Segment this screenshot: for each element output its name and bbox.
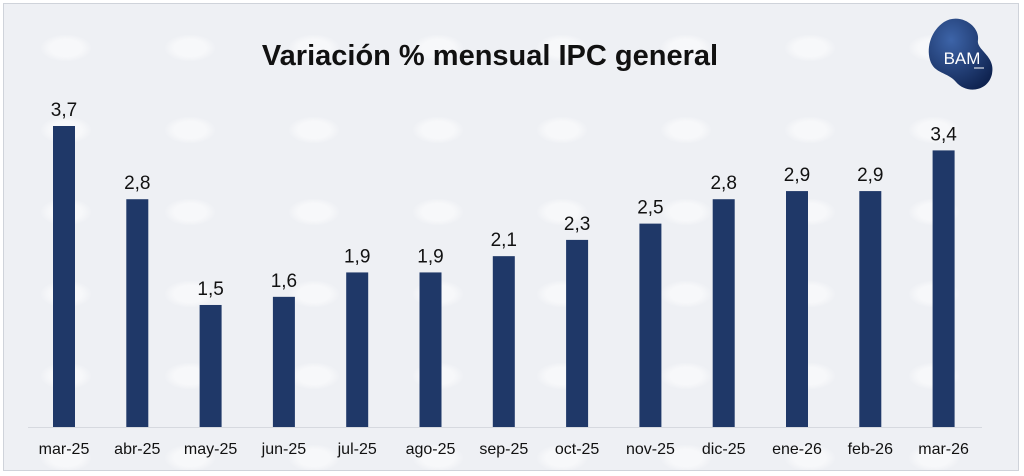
- x-tick-label: sep-25: [479, 441, 528, 458]
- data-label: 2,5: [637, 198, 663, 219]
- bar-jun-25: [272, 296, 295, 427]
- x-tick-label: nov-25: [626, 441, 675, 458]
- data-label: 2,3: [564, 214, 590, 235]
- bar-abr-25: [126, 199, 149, 427]
- x-tick-label: mar-26: [918, 441, 969, 458]
- x-tick-label: oct-25: [555, 441, 600, 458]
- bar-nov-25: [639, 223, 662, 427]
- x-tick-label: feb-26: [848, 441, 893, 458]
- bar-ene-26: [786, 191, 808, 427]
- x-tick-label: dic-25: [702, 441, 746, 458]
- x-tick-label: mar-25: [39, 441, 90, 458]
- data-label: 2,9: [784, 165, 810, 186]
- bar-sep-25: [492, 256, 515, 427]
- data-label: 3,4: [930, 124, 957, 145]
- svg-text:BAM: BAM: [944, 49, 981, 68]
- bar-mar-25: [53, 126, 75, 427]
- bar-oct-25: [566, 239, 589, 427]
- x-tick-label: ene-26: [772, 441, 822, 458]
- bar-mar-26: [932, 150, 955, 428]
- bar-ago-25: [419, 272, 442, 427]
- x-tick-label: ago-25: [406, 441, 456, 458]
- bar-jul-25: [346, 272, 369, 427]
- data-label: 2,9: [857, 165, 883, 186]
- bar-feb-26: [859, 191, 882, 427]
- data-label: 1,5: [197, 279, 223, 300]
- data-label: 1,6: [271, 271, 297, 292]
- bam-logo: BAM: [928, 18, 993, 90]
- data-label: 1,9: [344, 246, 370, 267]
- chart-background: [3, 3, 1019, 471]
- bar-may-25: [199, 304, 222, 427]
- x-tick-label: abr-25: [114, 441, 160, 458]
- bar-dic-25: [712, 199, 735, 427]
- data-label: 2,8: [124, 173, 150, 194]
- data-label: 1,9: [417, 246, 443, 267]
- x-tick-label: jul-25: [337, 441, 377, 458]
- data-label: 3,7: [51, 100, 77, 121]
- x-tick-label: jun-25: [261, 441, 307, 458]
- data-label: 2,1: [491, 230, 517, 251]
- chart-title: Variación % mensual IPC general: [261, 40, 719, 72]
- data-label: 2,8: [710, 173, 736, 194]
- x-tick-label: may-25: [184, 441, 237, 458]
